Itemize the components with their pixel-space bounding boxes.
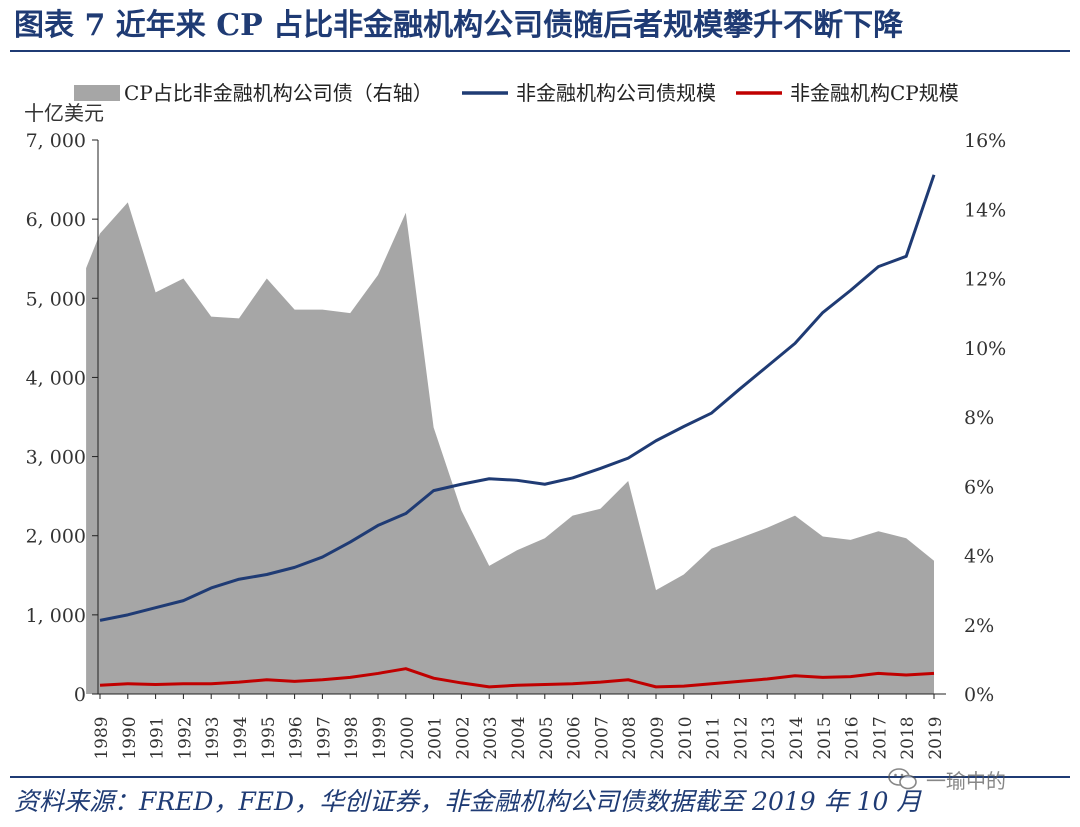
right-tick-label: 8% [964,407,994,429]
x-tick-label: 2010 [676,716,696,759]
x-tick-label: 2016 [843,716,863,759]
figure-title: 图表 7 近年来 CP 占比非金融机构公司债随后者规模攀升不断下降 [14,8,904,43]
x-tick-label: 2003 [481,716,501,759]
source-note: 资料来源：FRED，FED，华创证券，非金融机构公司债数据截至 2019 年 1… [14,787,922,816]
x-tick-label: 2015 [815,716,835,759]
left-tick-label: 2, 000 [26,526,86,548]
x-tick-label: 2012 [731,716,751,759]
x-tick-label: 2013 [759,716,779,759]
right-tick-label: 12% [964,269,1006,291]
x-tick-label: 1999 [370,716,390,759]
chart-svg: 0 1, 000 2, 000 3, 000 4, 000 5, 000 6, 000 7, … [24,81,1006,760]
x-tick-label: 2008 [620,716,640,759]
left-tick-label: 5, 000 [26,288,86,310]
x-tick-label: 2002 [453,716,473,759]
chart: 0 1, 000 2, 000 3, 000 4, 000 5, 000 6, 000 7, … [14,56,1064,772]
x-tick-label: 1994 [231,716,251,759]
x-tick-label: 2011 [704,716,724,759]
left-tick-label: 6, 000 [26,209,86,231]
x-tick-label: 2019 [926,716,946,759]
x-tick-label: 1993 [203,716,223,759]
x-tick-label: 2006 [565,716,585,759]
x-tick-label: 2004 [509,716,529,759]
right-tick-label: 6% [964,476,994,498]
title-rule [10,50,1070,52]
left-tick-label: 7, 000 [26,130,86,152]
right-tick-label: 0% [964,684,994,706]
cp-share-area [86,202,935,694]
legend-area-swatch [74,85,120,101]
x-tick-label: 1992 [175,716,195,759]
right-tick-label: 2% [964,615,994,637]
watermark: 一瑜中的 [888,764,1068,794]
legend-label-cp-share: CP占比非金融机构公司债（右轴） [124,81,433,105]
x-tick-label: 2000 [398,716,418,759]
right-tick-label: 16% [964,130,1006,152]
x-tick-label: 2018 [898,716,918,759]
left-tick-label: 3, 000 [26,447,86,469]
x-tick-label: 1998 [342,716,362,759]
left-tick-label: 0 [74,684,86,706]
legend-label-bond-volume: 非金融机构公司债规模 [516,81,716,105]
source-rule [10,776,1070,778]
right-tick-label: 10% [964,338,1006,360]
x-tick-label: 2014 [787,716,807,759]
right-tick-label: 14% [964,199,1006,221]
x-tick-label: 1991 [148,716,168,759]
left-tick-label: 4, 000 [26,367,86,389]
wechat-icon [888,768,917,790]
left-axis-unit: 十亿美元 [24,101,104,125]
x-tick-label: 1996 [287,716,307,759]
x-tick-label: 1989 [92,716,112,759]
x-tick-label: 2007 [592,716,612,759]
x-tick-label: 2005 [537,716,557,759]
watermark-text: 一瑜中的 [926,768,1006,793]
x-tick-label: 1995 [259,716,279,759]
x-tick-label: 2001 [426,716,446,759]
cp-volume-line [99,667,935,689]
x-tick-label: 1990 [120,716,140,759]
left-tick-label: 1, 000 [26,605,86,627]
x-tick-label: 2017 [870,716,890,759]
x-tick-label: 1997 [314,716,334,759]
x-tick-label: 2009 [648,716,668,759]
corporate-bond-volume-line [99,174,936,622]
right-tick-label: 4% [964,546,994,568]
legend-label-cp-volume: 非金融机构CP规模 [790,81,959,105]
